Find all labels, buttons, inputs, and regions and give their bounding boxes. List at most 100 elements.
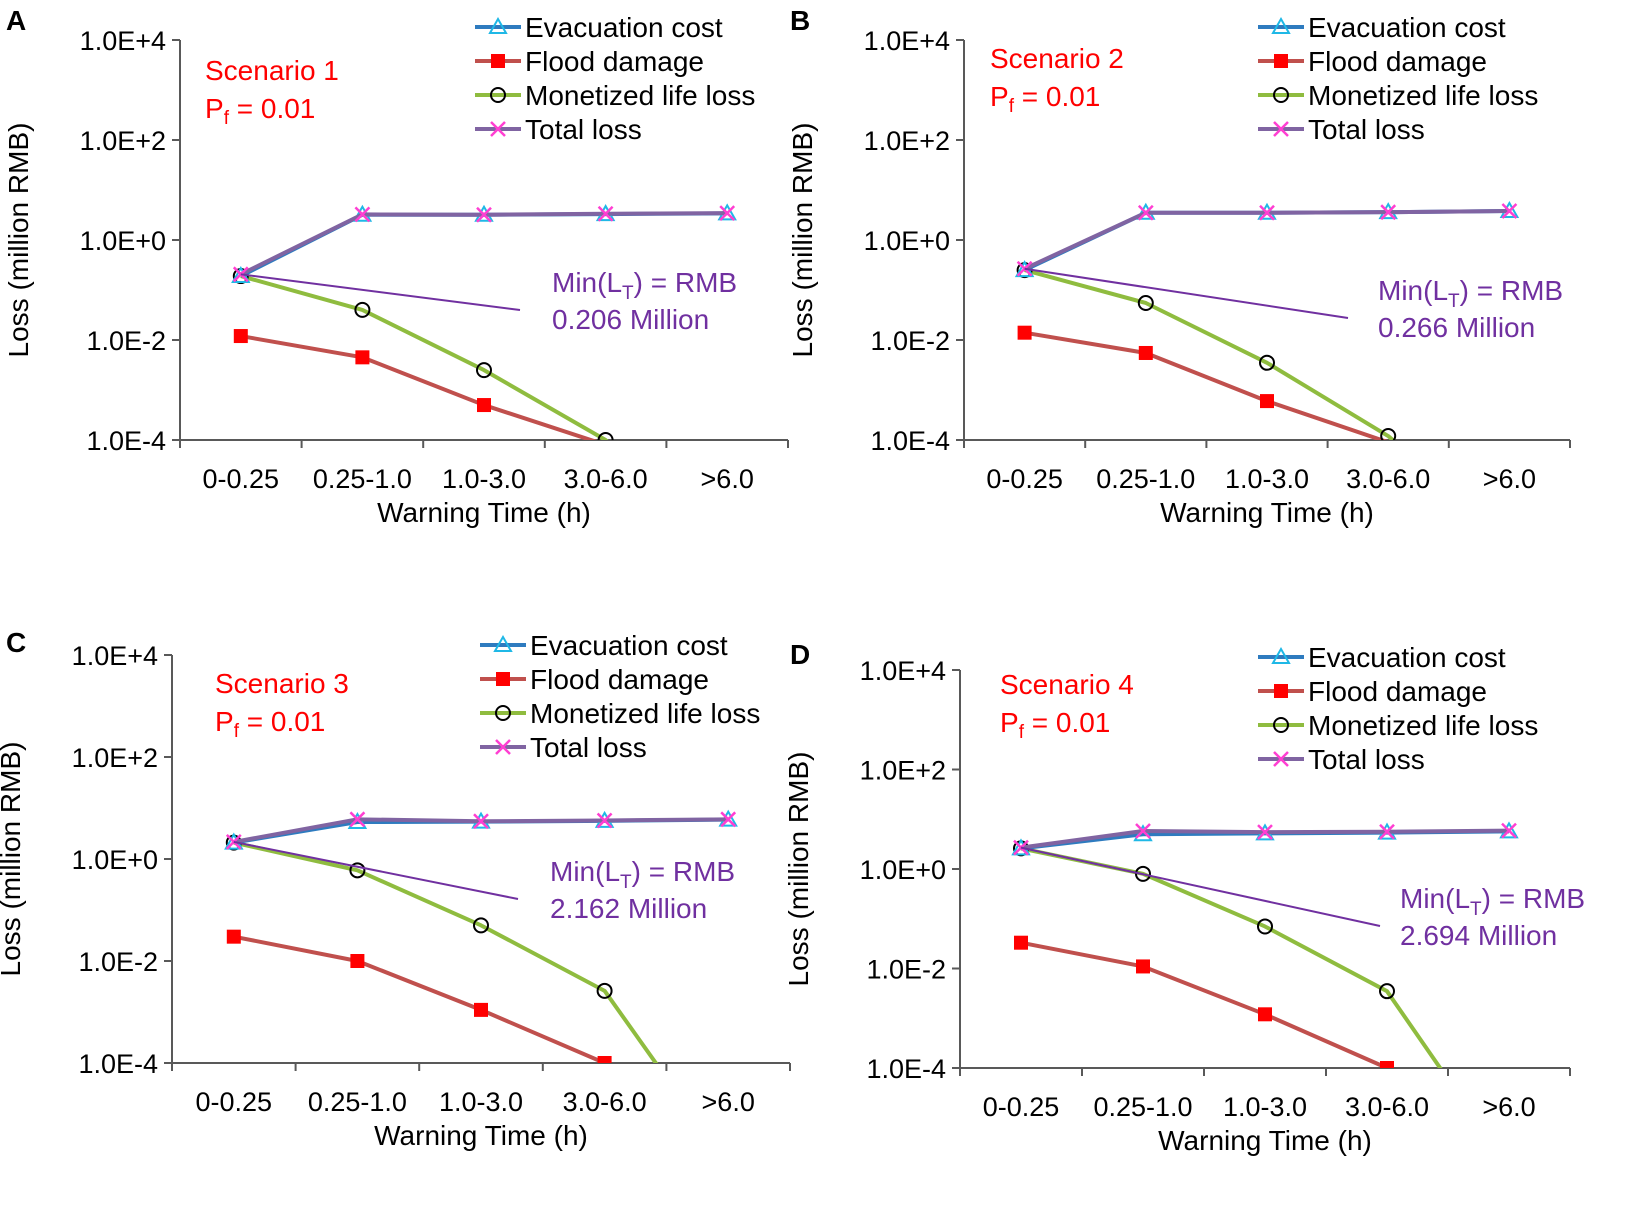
y-tick-label: 1.0E+2 xyxy=(860,756,946,786)
legend-item-flood: Flood damage xyxy=(1258,46,1487,77)
legend-marker-circle xyxy=(495,705,511,721)
data-point-x xyxy=(1501,822,1517,839)
x-tick-label: 0.25-1.0 xyxy=(1096,464,1195,494)
x-axis-title: Warning Time (h) xyxy=(374,1120,588,1151)
data-point-x xyxy=(1501,203,1518,219)
legend-item-evacuation: Evacuation cost xyxy=(1258,12,1506,43)
data-point-square xyxy=(355,350,370,365)
data-point-circle xyxy=(1259,354,1275,371)
x-tick-label: >6.0 xyxy=(701,464,754,494)
data-point-x xyxy=(1259,204,1275,221)
x-tick-label: 3.0-6.0 xyxy=(1346,464,1430,494)
data-point-circle xyxy=(473,917,489,934)
legend-item-total: Total loss xyxy=(475,114,642,145)
series-total xyxy=(232,205,736,283)
y-tick-label: 1.0E+4 xyxy=(860,656,946,686)
scenario-label: Scenario 2 xyxy=(990,43,1124,74)
legend-item-life: Monetized life loss xyxy=(1258,710,1538,741)
legend-marker-circle xyxy=(1273,87,1289,103)
series-flood xyxy=(1017,325,1388,440)
legend-label: Evacuation cost xyxy=(525,12,723,43)
annotation-line2: 2.162 Million xyxy=(550,893,707,924)
legend-item-total: Total loss xyxy=(1258,744,1425,775)
legend-marker-x xyxy=(1273,751,1289,767)
y-tick-label: 1.0E+4 xyxy=(80,26,166,56)
legend-marker-square xyxy=(496,672,510,686)
series-line xyxy=(233,840,659,1063)
data-point-circle xyxy=(1257,918,1273,935)
chart-panel-d: D 1.0E-4 1.0E-2 1.0E+0 1.0E+2 1.0E+4 0-0.25 0.2… xyxy=(783,639,1585,1156)
data-point-circle xyxy=(596,982,613,999)
y-axis-title: Loss (million RMB) xyxy=(3,123,34,358)
legend-label: Flood damage xyxy=(1308,676,1487,707)
data-point-square xyxy=(233,329,248,344)
y-tick-label: 1.0E-4 xyxy=(78,1049,158,1079)
annotation-line1: Min(LT) = RMB xyxy=(550,856,735,893)
legend-item-flood: Flood damage xyxy=(475,46,704,77)
legend-item-life: Monetized life loss xyxy=(1258,80,1538,111)
y-tick-label: 1.0E-4 xyxy=(86,426,166,456)
legend-marker-triangle xyxy=(488,16,508,34)
legend-label: Monetized life loss xyxy=(1308,80,1538,111)
y-tick-label: 1.0E-4 xyxy=(866,1054,946,1084)
data-point-x xyxy=(1379,823,1395,840)
legend-marker-x xyxy=(495,739,511,755)
series-total xyxy=(225,811,737,850)
pf-label: Pf = 0.01 xyxy=(215,706,325,742)
annotation-line1: Min(LT) = RMB xyxy=(1400,883,1585,920)
x-tick-label: 1.0-3.0 xyxy=(439,1087,523,1117)
data-point-x xyxy=(1137,204,1154,221)
legend-item-evacuation: Evacuation cost xyxy=(475,12,723,43)
y-tick-label: 1.0E+0 xyxy=(864,226,950,256)
legend-marker-circle xyxy=(490,87,506,103)
chart-panel-a: A 1.0E-4 1.0E-2 1.0E+0 1.0E+2 1.0E+4 0-0.25 0.2… xyxy=(3,5,789,528)
data-point-x xyxy=(476,206,492,223)
y-tick-label: 1.0E+0 xyxy=(860,855,946,885)
legend-marker-square xyxy=(1274,54,1288,68)
annotation-leader-line xyxy=(233,840,519,900)
x-axis-title: Warning Time (h) xyxy=(1158,1125,1372,1156)
legend-label: Monetized life loss xyxy=(1308,710,1538,741)
x-tick-label: 1.0-3.0 xyxy=(442,464,526,494)
data-point-x xyxy=(720,811,737,828)
data-point-square xyxy=(1138,345,1153,360)
panel-letter: C xyxy=(6,627,26,658)
x-tick-label: 0-0.25 xyxy=(986,464,1063,494)
y-tick-label: 1.0E+0 xyxy=(80,226,166,256)
pf-label: Pf = 0.01 xyxy=(990,81,1100,117)
x-tick-label: 0-0.25 xyxy=(203,464,280,494)
legend-marker-circle xyxy=(1273,717,1289,733)
data-point-square xyxy=(1260,394,1274,409)
data-point-circle xyxy=(1135,865,1151,882)
legend-label: Evacuation cost xyxy=(1308,642,1506,673)
legend-item-flood: Flood damage xyxy=(1258,676,1487,707)
y-tick-label: 1.0E+4 xyxy=(72,641,158,671)
y-tick-label: 1.0E-4 xyxy=(870,426,950,456)
annotation-leader-line xyxy=(1024,267,1349,319)
y-tick-label: 1.0E+2 xyxy=(72,743,158,773)
data-point-x xyxy=(1380,204,1397,221)
panel-letter: B xyxy=(790,5,810,36)
x-tick-label: 0.25-1.0 xyxy=(1093,1092,1192,1122)
x-tick-label: 0-0.25 xyxy=(196,1087,273,1117)
data-point-circle xyxy=(476,362,492,379)
data-point-x xyxy=(349,811,366,828)
x-tick-label: >6.0 xyxy=(1483,464,1536,494)
annotation-line2: 0.206 Million xyxy=(552,304,709,335)
legend-label: Total loss xyxy=(530,732,647,763)
y-tick-label: 1.0E+2 xyxy=(80,126,166,156)
pf-label: Pf = 0.01 xyxy=(1000,707,1110,743)
legend-label: Flood damage xyxy=(525,46,704,77)
x-tick-label: 0-0.25 xyxy=(983,1092,1060,1122)
series-line xyxy=(1023,209,1510,272)
legend-label: Evacuation cost xyxy=(530,630,728,661)
legend-item-evacuation: Evacuation cost xyxy=(480,630,728,661)
legend-label: Flood damage xyxy=(1308,46,1487,77)
data-point-circle xyxy=(1137,294,1154,311)
pf-label: Pf = 0.01 xyxy=(205,93,315,129)
data-point-x xyxy=(354,206,371,223)
